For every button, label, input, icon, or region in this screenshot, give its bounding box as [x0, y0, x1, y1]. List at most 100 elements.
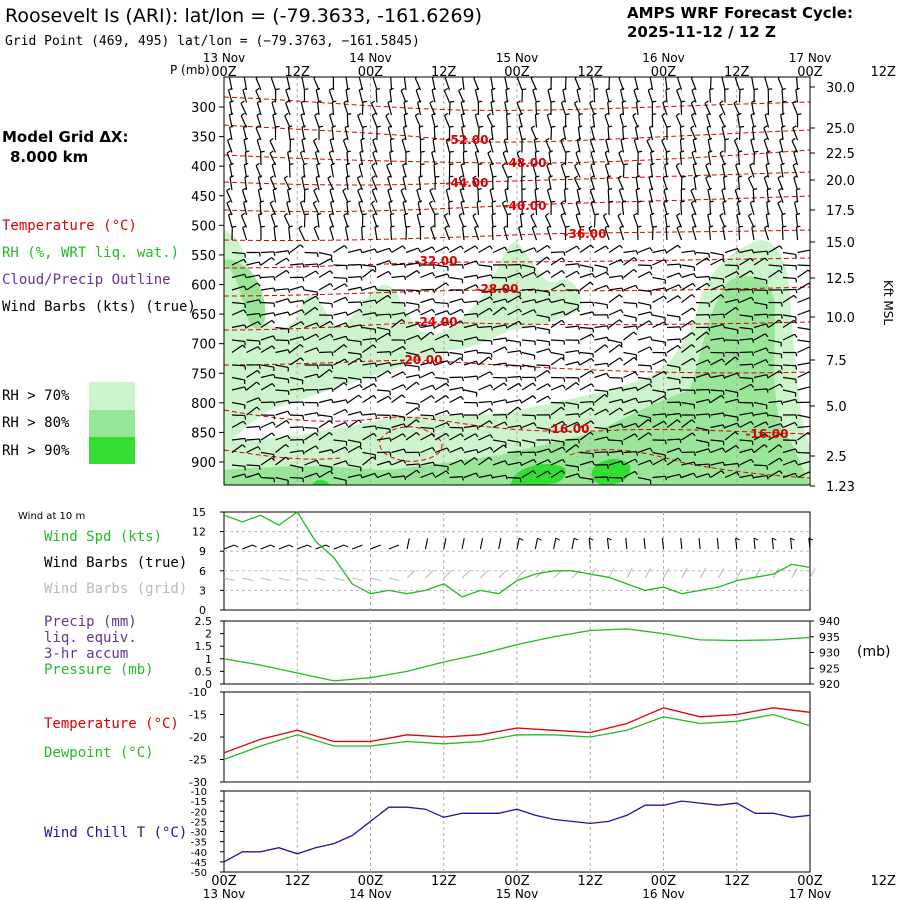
wind-barb — [318, 369, 330, 378]
wind-barb — [403, 114, 407, 128]
wind-barb-flag — [372, 112, 377, 116]
wind-barb-flag — [273, 415, 276, 420]
wind-barb — [666, 344, 679, 354]
wind-barb — [623, 433, 636, 441]
wind-barb — [753, 250, 767, 254]
wind-barb — [434, 246, 447, 254]
wind-barb — [739, 448, 753, 454]
wind-barb — [768, 264, 782, 267]
wind-barb — [604, 227, 610, 241]
wind-barb — [710, 374, 724, 379]
wind-barb — [565, 438, 579, 441]
wind-barb — [605, 89, 610, 103]
wind-barb — [676, 77, 683, 91]
wind-barb — [463, 312, 477, 316]
wind-barb — [532, 164, 538, 178]
wind-barb-flag — [302, 439, 305, 444]
wind-barb — [666, 364, 680, 368]
contour-line — [569, 449, 810, 479]
wind-barb — [618, 189, 625, 203]
pressure-tick-label: 500 — [191, 219, 216, 234]
wind-barb-flag — [417, 100, 422, 103]
wind-barb-flag — [680, 125, 685, 128]
wind-barb-flag — [649, 125, 654, 128]
wind-barb-flag — [752, 125, 757, 128]
wind-barb-flag — [232, 225, 237, 228]
wind-barb — [724, 247, 738, 254]
wind-barb — [317, 102, 320, 116]
legend-wind-barbs: Wind Barbs (kts) (true) — [2, 299, 196, 315]
wind-barb-flag — [751, 249, 755, 254]
wind-barb-flag — [547, 87, 552, 91]
wind-barb — [579, 272, 593, 279]
wind-barb — [449, 357, 461, 366]
wind-barb-flag — [371, 175, 376, 179]
wind-barb — [793, 202, 799, 216]
wind-barb — [621, 202, 625, 216]
wind-barb — [492, 474, 506, 479]
wind-barb-flag — [692, 283, 696, 287]
wind-barb-flag — [313, 77, 317, 79]
wind-barb-flag — [619, 244, 624, 249]
wind-barb — [594, 271, 607, 279]
wind-barb — [371, 177, 378, 191]
wind-barb-flag — [313, 225, 318, 229]
wind-barb — [346, 201, 349, 216]
wind-barb — [737, 152, 741, 166]
wind-barb-flag — [577, 439, 580, 444]
top-date-label: 16 Nov — [642, 51, 685, 65]
wind-barb — [536, 298, 550, 304]
wind-barb — [460, 102, 465, 116]
wind-barb-flag — [345, 399, 349, 404]
wind-barb-flag — [751, 448, 755, 453]
wind-barb-flag — [608, 188, 613, 191]
wind-barb-flag — [431, 150, 436, 153]
surface-barb-true — [643, 538, 646, 550]
wind-barb-flag — [490, 401, 494, 406]
wind-barb-flag — [256, 406, 261, 411]
wind-barb — [623, 470, 636, 479]
wind-barb — [231, 414, 246, 417]
wind-barb-flag — [487, 150, 492, 154]
wind-barb-flag — [721, 187, 726, 191]
wind-barb-flag — [680, 200, 685, 203]
wind-barb-flag — [257, 321, 261, 326]
wind-barb — [376, 247, 390, 254]
wind-barb — [463, 245, 476, 254]
wind-barb-flag — [750, 257, 754, 262]
wind-barb-flag — [664, 212, 670, 216]
wind-barb-flag — [534, 289, 537, 294]
wind-barb — [458, 90, 465, 103]
contour-line — [224, 321, 810, 331]
wind-barb-flag — [475, 260, 479, 265]
wind-barb — [565, 301, 579, 306]
wind-barb — [362, 472, 376, 479]
wind-barb — [434, 432, 447, 441]
wind-barb-flag — [518, 383, 522, 387]
wind-barb — [434, 310, 448, 316]
wind-barb-flag — [693, 273, 697, 278]
wind-barb-flag — [445, 282, 450, 287]
wind-barb — [272, 189, 277, 203]
wind-barb — [226, 152, 233, 166]
wind-barb — [623, 325, 637, 329]
wind-barb-flag — [400, 187, 405, 192]
wind-barb-flag — [722, 162, 727, 166]
wind-barb — [463, 433, 476, 441]
wind-barb-flag — [476, 349, 479, 355]
wind-barb-flag — [750, 200, 755, 204]
wind-barb — [260, 312, 274, 316]
wind-barb-flag — [331, 399, 334, 404]
y-tick-label: 15 — [192, 506, 206, 519]
wind-barb-flag — [677, 244, 681, 249]
wind-barb — [666, 376, 680, 381]
wind-barb-flag — [547, 395, 551, 400]
wind-barb-flag — [766, 314, 769, 319]
wind-barb-flag — [331, 449, 334, 454]
wind-barb-flag — [285, 87, 290, 91]
wind-barb — [579, 370, 592, 379]
wind-barb — [347, 445, 360, 454]
wind-barb — [492, 382, 505, 391]
wind-barb — [403, 214, 407, 228]
